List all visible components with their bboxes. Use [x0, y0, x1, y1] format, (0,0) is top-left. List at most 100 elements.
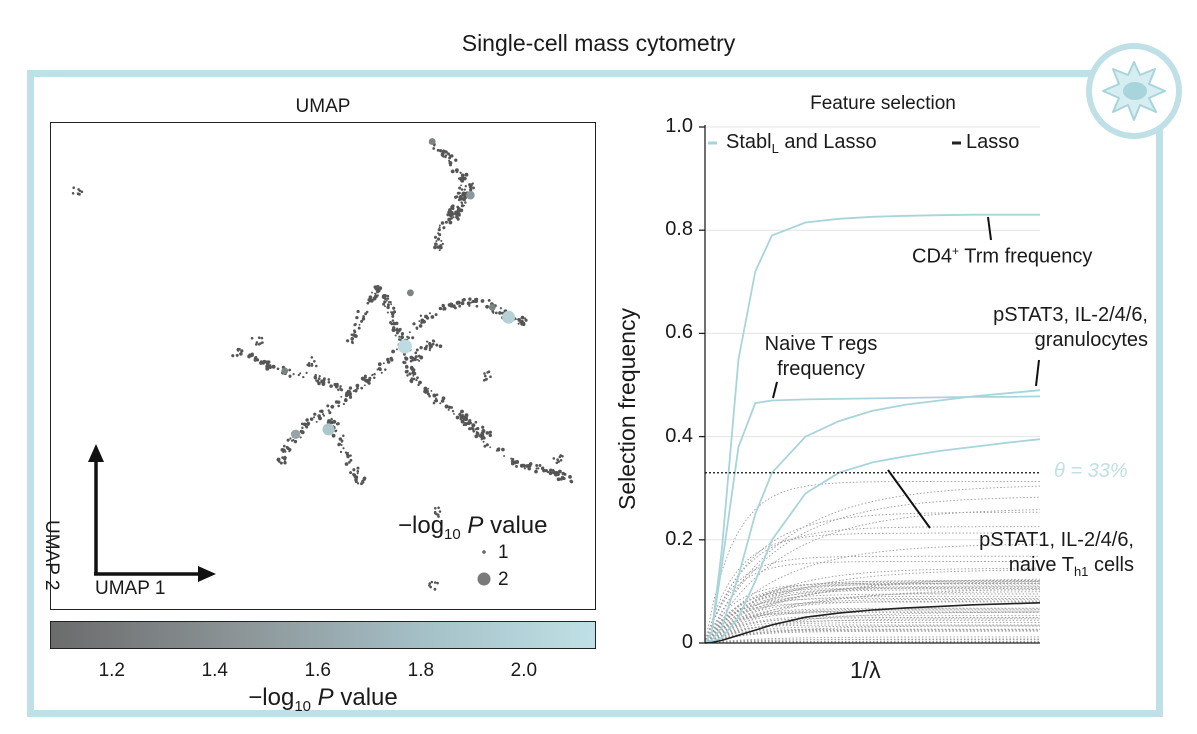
- umap-point: [556, 477, 561, 482]
- umap-point: [340, 395, 343, 398]
- umap-point: [551, 470, 556, 475]
- umap-point: [444, 220, 448, 224]
- umap-point: [283, 460, 287, 463]
- size-legend-title: −log10 P value: [398, 512, 548, 543]
- umap-point: [369, 298, 374, 303]
- umap-point: [395, 348, 398, 351]
- background-line: [704, 583, 1040, 644]
- feature-selection-plot: [699, 125, 1041, 644]
- umap-point: [405, 365, 409, 369]
- umap-point: [482, 379, 486, 382]
- umap-point: [313, 416, 316, 419]
- umap-point: [289, 437, 292, 440]
- umap-highlight-point: [488, 304, 496, 311]
- umap-point: [428, 394, 431, 398]
- umap-point: [352, 333, 356, 337]
- umap-point: [455, 415, 460, 420]
- umap-point: [459, 196, 464, 201]
- umap-point: [428, 349, 431, 352]
- umap-point: [342, 434, 345, 437]
- umap-point: [437, 228, 441, 232]
- x-axis-label: 1/λ: [850, 657, 881, 683]
- umap-point: [461, 202, 464, 205]
- umap-point: [237, 349, 240, 352]
- umap-point: [352, 472, 355, 476]
- umap-point: [313, 375, 318, 380]
- background-line: [704, 628, 1040, 644]
- umap-point: [288, 450, 291, 453]
- umap-point: [452, 216, 455, 219]
- umap-point: [419, 314, 423, 317]
- gridlines: [705, 126, 1040, 541]
- umap-point: [265, 366, 270, 371]
- legend-stabl-label: StablL and Lasso: [726, 131, 877, 156]
- umap-title: UMAP: [295, 96, 351, 117]
- umap-point: [315, 420, 318, 423]
- umap-point: [400, 335, 404, 340]
- umap-point: [556, 458, 559, 461]
- umap-point: [360, 386, 364, 390]
- umap-point: [356, 470, 360, 473]
- umap-point: [409, 355, 414, 360]
- umap-point: [255, 343, 258, 346]
- umap-point: [557, 460, 560, 463]
- umap-point: [561, 455, 564, 458]
- umap-point: [434, 313, 438, 317]
- background-line: [704, 581, 1040, 644]
- umap-point: [330, 420, 334, 425]
- umap-point: [433, 587, 437, 591]
- umap-point: [476, 427, 480, 431]
- umap-point: [341, 439, 344, 442]
- umap-point: [466, 421, 471, 426]
- umap-point: [453, 306, 457, 310]
- umap-point: [360, 319, 364, 323]
- umap-point: [415, 348, 419, 352]
- umap-point: [503, 455, 506, 457]
- umap-point: [367, 381, 371, 385]
- umap-point: [433, 235, 438, 239]
- umap-point: [386, 297, 388, 300]
- figure-frame: [27, 70, 1163, 717]
- umap-point: [248, 356, 251, 359]
- umap-point: [510, 459, 515, 464]
- y-tick-label: 1.0: [665, 115, 693, 137]
- umap-point: [408, 331, 411, 334]
- umap-point: [259, 361, 263, 365]
- umap-point: [255, 358, 260, 362]
- umap-point: [438, 226, 441, 229]
- umap-point: [535, 464, 539, 467]
- umap-point: [447, 405, 452, 409]
- umap-point: [448, 303, 453, 308]
- umap-point: [378, 367, 382, 372]
- umap-axis-arrows: [88, 444, 216, 582]
- umap-point: [305, 418, 309, 422]
- umap-point: [471, 299, 475, 304]
- series-line: [704, 389, 1041, 644]
- umap-point: [448, 163, 453, 167]
- umap-point: [453, 412, 455, 415]
- umap-point: [438, 510, 442, 513]
- background-line: [704, 589, 1041, 644]
- umap-point: [426, 340, 429, 343]
- umap-point: [410, 367, 413, 370]
- y-axis-label: Selection frequency: [614, 307, 640, 510]
- umap-point: [391, 319, 395, 322]
- background-line: [704, 600, 1040, 644]
- umap-point: [337, 388, 340, 392]
- umap-point: [395, 328, 398, 331]
- umap-point: [348, 395, 353, 399]
- umap-point: [354, 477, 358, 482]
- umap-point: [434, 399, 439, 403]
- umap-point: [487, 298, 491, 302]
- umap-point: [406, 374, 409, 377]
- umap-point: [344, 462, 349, 466]
- umap-point: [412, 377, 416, 381]
- umap-point: [436, 245, 441, 249]
- umap-point: [432, 339, 434, 342]
- size-legend-marker-2: [477, 572, 491, 586]
- umap-point: [331, 433, 336, 438]
- colorbar-tick-label: 1.4: [201, 660, 228, 681]
- umap-point: [482, 440, 485, 443]
- colorbar-tick-label: 1.2: [98, 660, 125, 681]
- umap-point: [484, 374, 487, 378]
